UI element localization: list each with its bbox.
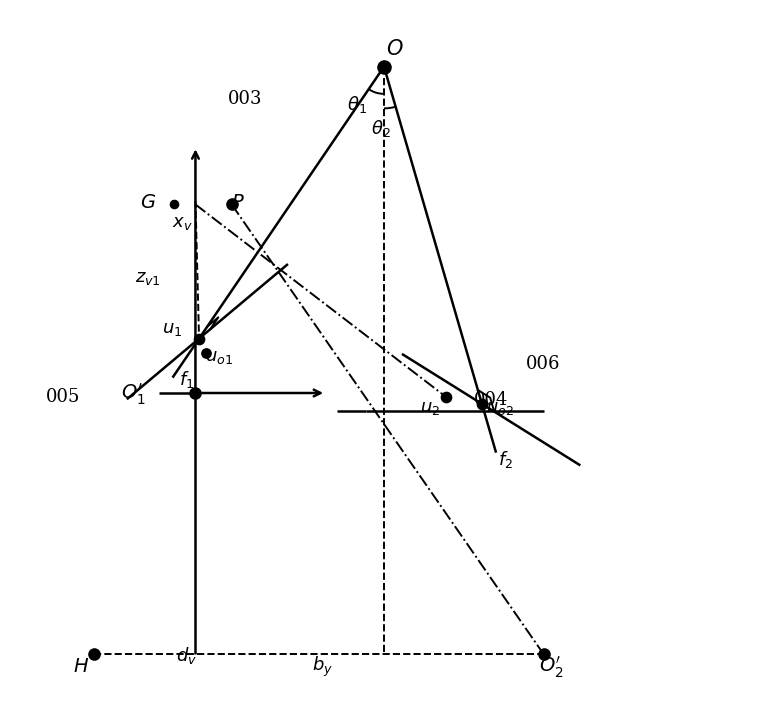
Text: $x_v$: $x_v$: [172, 213, 193, 232]
Text: 004: 004: [474, 391, 508, 409]
Text: $P$: $P$: [230, 194, 244, 212]
Text: $O_2'$: $O_2'$: [538, 654, 563, 680]
Text: $\theta_1$: $\theta_1$: [347, 94, 367, 115]
Point: [475, 398, 488, 410]
Text: $f_1$: $f_1$: [179, 369, 194, 390]
Text: $u_{o2}$: $u_{o2}$: [486, 398, 514, 416]
Text: $u_2$: $u_2$: [419, 398, 440, 416]
Point: [378, 61, 390, 73]
Point: [193, 333, 205, 344]
Text: $b_y$: $b_y$: [312, 655, 333, 679]
Text: $d_v$: $d_v$: [176, 645, 197, 666]
Text: $O_1'$: $O_1'$: [121, 381, 146, 407]
Text: $u_1$: $u_1$: [162, 320, 182, 339]
Point: [226, 199, 238, 210]
Point: [200, 347, 213, 359]
Point: [88, 648, 100, 660]
Text: $\theta_2$: $\theta_2$: [371, 118, 391, 139]
Text: $u_{o1}$: $u_{o1}$: [204, 348, 233, 365]
Point: [189, 387, 201, 399]
Point: [439, 391, 452, 403]
Text: $G$: $G$: [141, 194, 157, 212]
Text: 003: 003: [227, 90, 262, 108]
Text: 005: 005: [46, 387, 81, 405]
Text: $H$: $H$: [73, 658, 89, 676]
Text: $z_{v1}$: $z_{v1}$: [135, 269, 161, 288]
Text: $O$: $O$: [386, 39, 404, 58]
Text: $f_2$: $f_2$: [498, 449, 513, 470]
Point: [538, 648, 550, 660]
Point: [167, 199, 180, 210]
Text: 006: 006: [526, 355, 561, 373]
